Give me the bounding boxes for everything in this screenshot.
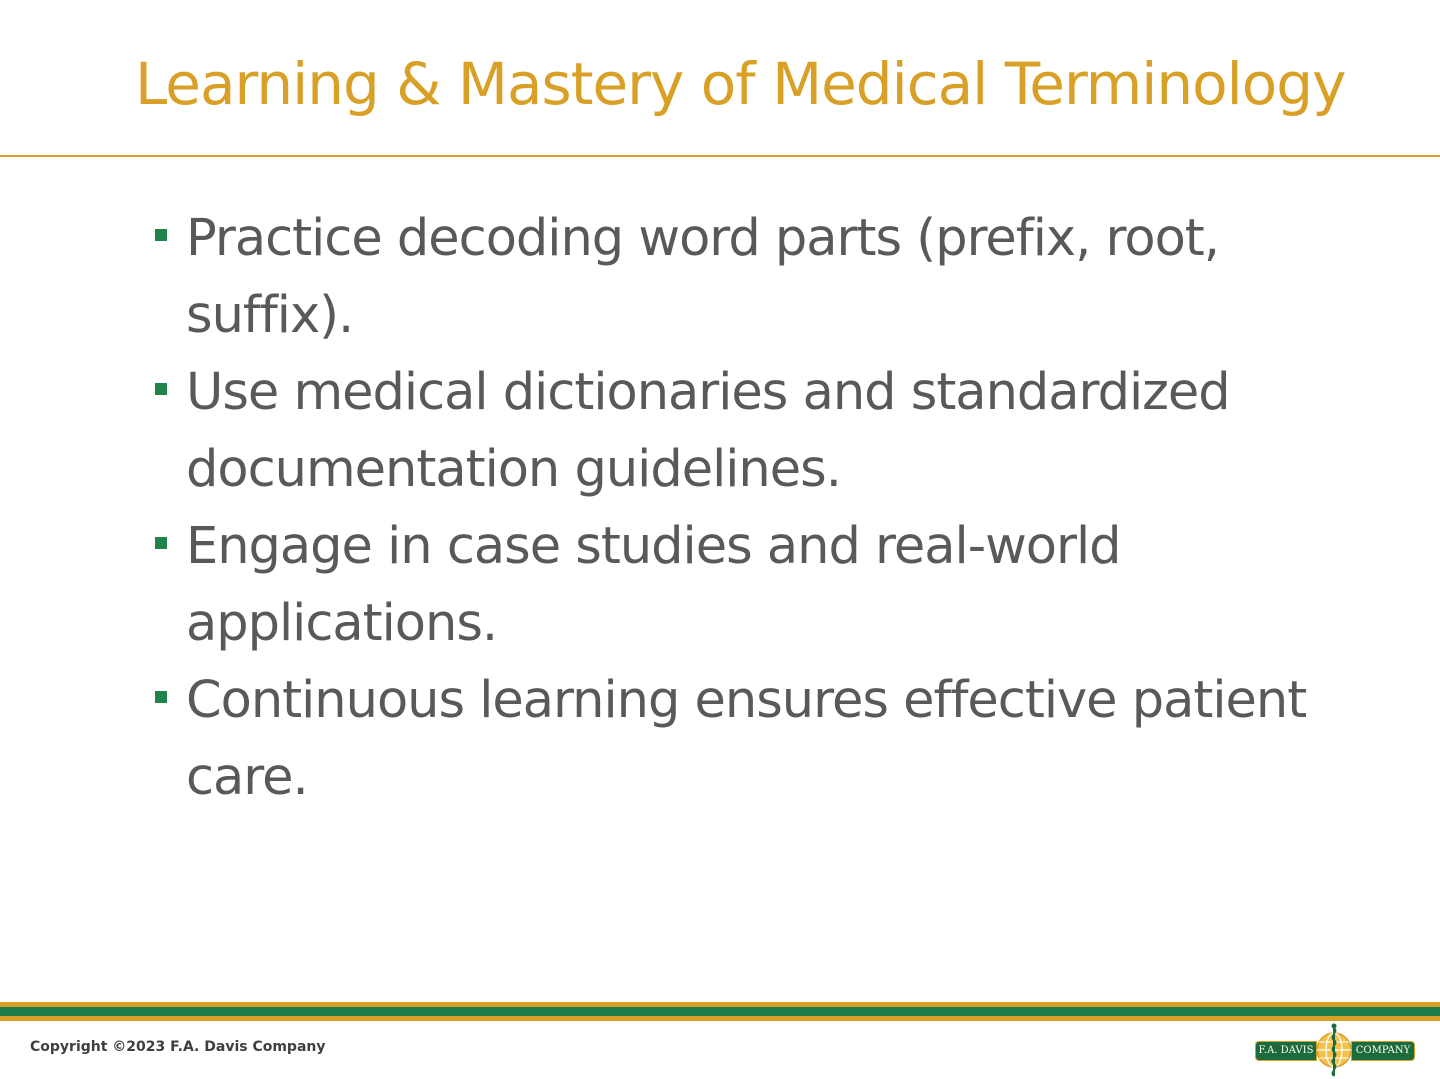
logo-right-label: COMPANY xyxy=(1351,1041,1415,1061)
square-bullet-icon xyxy=(155,691,167,703)
bullet-text: Continuous learning ensures effective pa… xyxy=(186,671,1307,807)
title-divider xyxy=(0,155,1440,157)
footer-stripe-gold-bottom xyxy=(0,1016,1440,1021)
copyright-notice: Copyright ©2023 F.A. Davis Company xyxy=(30,1039,326,1055)
caduceus-globe-icon xyxy=(1313,1022,1355,1078)
square-bullet-icon xyxy=(155,229,167,241)
bullet-text: Use medical dictionaries and standardize… xyxy=(186,363,1231,499)
logo-left-label: F.A. DAVIS xyxy=(1255,1041,1317,1061)
bullet-text: Engage in case studies and real-world ap… xyxy=(186,517,1122,653)
slide-title: Learning & Mastery of Medical Terminolog… xyxy=(135,50,1346,118)
bullet-item: Practice decoding word parts (prefix, ro… xyxy=(155,200,1315,354)
footer-stripe-gold-top xyxy=(0,1002,1440,1007)
square-bullet-icon xyxy=(155,383,167,395)
footer-stripe-green xyxy=(0,1007,1440,1016)
bullet-text: Practice decoding word parts (prefix, ro… xyxy=(186,209,1220,345)
bullet-item: Continuous learning ensures effective pa… xyxy=(155,662,1315,816)
fa-davis-logo: F.A. DAVIS COMPANY xyxy=(1255,1022,1417,1078)
bullet-list: Practice decoding word parts (prefix, ro… xyxy=(155,200,1315,816)
square-bullet-icon xyxy=(155,537,167,549)
bullet-item: Engage in case studies and real-world ap… xyxy=(155,508,1315,662)
bullet-item: Use medical dictionaries and standardize… xyxy=(155,354,1315,508)
